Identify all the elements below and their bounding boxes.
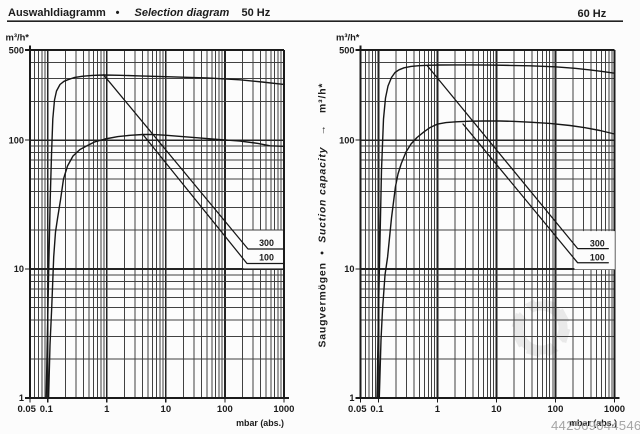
svg-text:m³/h*: m³/h* xyxy=(336,32,360,43)
svg-text:Selection diagram: Selection diagram xyxy=(135,7,230,19)
svg-text:500: 500 xyxy=(339,45,354,55)
svg-text:50 Hz: 50 Hz xyxy=(242,7,271,19)
svg-text:500: 500 xyxy=(9,45,24,55)
svg-text:mbar (abs.): mbar (abs.) xyxy=(569,418,617,428)
svg-text:m³/h*: m³/h* xyxy=(6,32,30,43)
svg-text:1: 1 xyxy=(435,404,441,415)
svg-text:10: 10 xyxy=(14,264,24,274)
svg-text:300: 300 xyxy=(590,238,605,248)
svg-text:Saugvermögen • Suction capac: Saugvermögen • Suction capacity → m³/h* xyxy=(318,83,329,348)
svg-text:60 Hz: 60 Hz xyxy=(578,8,607,20)
svg-text:1000: 1000 xyxy=(273,404,294,415)
svg-text:1: 1 xyxy=(19,393,24,403)
svg-text:Auswahldiagramm: Auswahldiagramm xyxy=(8,7,106,19)
svg-text:0.05: 0.05 xyxy=(348,404,367,415)
svg-text:0.1: 0.1 xyxy=(40,404,54,415)
svg-text:100: 100 xyxy=(548,404,564,415)
svg-text:10: 10 xyxy=(344,264,354,274)
svg-text:442569044546: 442569044546 xyxy=(551,418,640,433)
svg-text:0.1: 0.1 xyxy=(370,404,384,415)
svg-text:10: 10 xyxy=(161,404,172,415)
svg-text:1: 1 xyxy=(349,393,354,403)
svg-text:100: 100 xyxy=(217,404,233,415)
svg-text:•: • xyxy=(116,7,120,19)
svg-text:100: 100 xyxy=(259,253,274,263)
svg-text:300: 300 xyxy=(259,238,274,248)
svg-text:0.05: 0.05 xyxy=(17,404,36,415)
svg-text:100: 100 xyxy=(9,135,24,145)
svg-text:1: 1 xyxy=(104,404,110,415)
svg-text:mbar (abs.): mbar (abs.) xyxy=(236,418,284,428)
svg-text:100: 100 xyxy=(339,135,354,145)
svg-text:100: 100 xyxy=(590,253,605,263)
svg-text:10: 10 xyxy=(491,404,502,415)
svg-text:1000: 1000 xyxy=(604,404,625,415)
